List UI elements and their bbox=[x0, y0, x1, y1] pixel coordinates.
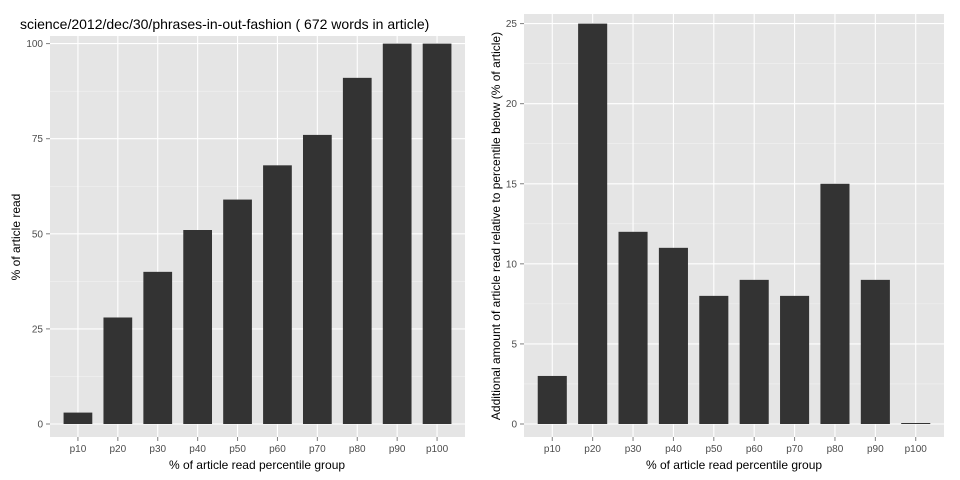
right-x-ticks: p10 p20 p30 p40 p50 p60 p70 p80 p90 p100 bbox=[544, 437, 927, 455]
left-x-tick-label: p70 bbox=[309, 444, 326, 455]
left-x-tick-label: p60 bbox=[269, 444, 286, 455]
left-bar-p20 bbox=[103, 317, 133, 424]
right-y-ticks: 0 5 10 15 20 25 bbox=[506, 19, 524, 431]
right-x-tick-label: p60 bbox=[746, 444, 763, 455]
left-x-tick-label: p50 bbox=[229, 444, 246, 455]
left-bars bbox=[63, 43, 452, 425]
right-y-tick-label: 10 bbox=[506, 259, 518, 270]
left-x-tick-label: p10 bbox=[70, 444, 87, 455]
right-y-tick-label: 0 bbox=[511, 420, 517, 431]
right-bar-p70 bbox=[780, 295, 810, 424]
right-bar-p80 bbox=[820, 183, 850, 424]
right-bars bbox=[537, 23, 931, 424]
left-y-tick-label: 0 bbox=[37, 420, 43, 431]
right-bar-p30 bbox=[618, 231, 648, 424]
left-x-tick-label: p30 bbox=[149, 444, 166, 455]
right-x-tick-label: p50 bbox=[705, 444, 722, 455]
left-bar-p30 bbox=[143, 271, 173, 424]
right-x-tick-label: p100 bbox=[905, 444, 928, 455]
right-y-tick-label: 5 bbox=[511, 339, 517, 350]
left-y-tick-label: 100 bbox=[26, 39, 43, 50]
right-bar-p60 bbox=[739, 279, 769, 424]
left-bar-p40 bbox=[183, 230, 213, 424]
right-y-tick-label: 20 bbox=[506, 99, 518, 110]
left-bar-p70 bbox=[302, 134, 332, 424]
right-y-tick-label: 25 bbox=[506, 19, 518, 30]
right-bar-p40 bbox=[658, 247, 688, 424]
left-bar-p60 bbox=[263, 165, 292, 425]
left-y-tick-label: 25 bbox=[32, 324, 44, 335]
left-x-tick-label: p20 bbox=[109, 444, 126, 455]
right-x-tick-label: p20 bbox=[584, 444, 601, 455]
left-bar-p90 bbox=[382, 43, 412, 424]
left-y-ticks: 0 25 50 75 100 bbox=[26, 39, 50, 431]
left-x-tick-label: p40 bbox=[189, 444, 206, 455]
right-bar-p10 bbox=[537, 375, 567, 424]
right-bar-p20 bbox=[578, 23, 608, 424]
left-x-tick-label: p90 bbox=[389, 444, 406, 455]
right-y-tick-label: 15 bbox=[506, 179, 518, 190]
right-x-tick-label: p80 bbox=[827, 444, 844, 455]
right-x-axis-title: % of article read percentile group bbox=[646, 458, 822, 472]
left-x-tick-label: p80 bbox=[349, 444, 366, 455]
right-x-tick-label: p70 bbox=[786, 444, 803, 455]
chart-title: science/2012/dec/30/phrases-in-out-fashi… bbox=[20, 16, 429, 32]
left-x-axis-title: % of article read percentile group bbox=[169, 458, 345, 472]
left-bar-p10 bbox=[63, 412, 93, 424]
right-bar-p100 bbox=[901, 423, 931, 424]
left-y-axis-title: % of article read bbox=[9, 194, 23, 281]
left-y-tick-label: 50 bbox=[32, 229, 44, 240]
left-bar-p100 bbox=[422, 43, 452, 424]
left-bar-p50 bbox=[223, 199, 252, 424]
left-bar-p80 bbox=[342, 77, 372, 424]
right-bar-p50 bbox=[699, 295, 729, 424]
left-x-tick-label: p100 bbox=[426, 444, 449, 455]
right-bar-p90 bbox=[860, 279, 890, 424]
right-x-tick-label: p30 bbox=[625, 444, 642, 455]
right-x-tick-label: p40 bbox=[665, 444, 682, 455]
right-y-axis-title: Additional amount of article read relati… bbox=[489, 32, 503, 420]
left-y-tick-label: 75 bbox=[32, 134, 44, 145]
left-x-ticks: p10 p20 p30 p40 p50 p60 p70 p80 p90 p100 bbox=[70, 437, 449, 455]
right-x-tick-label: p10 bbox=[544, 444, 561, 455]
right-x-tick-label: p90 bbox=[867, 444, 884, 455]
